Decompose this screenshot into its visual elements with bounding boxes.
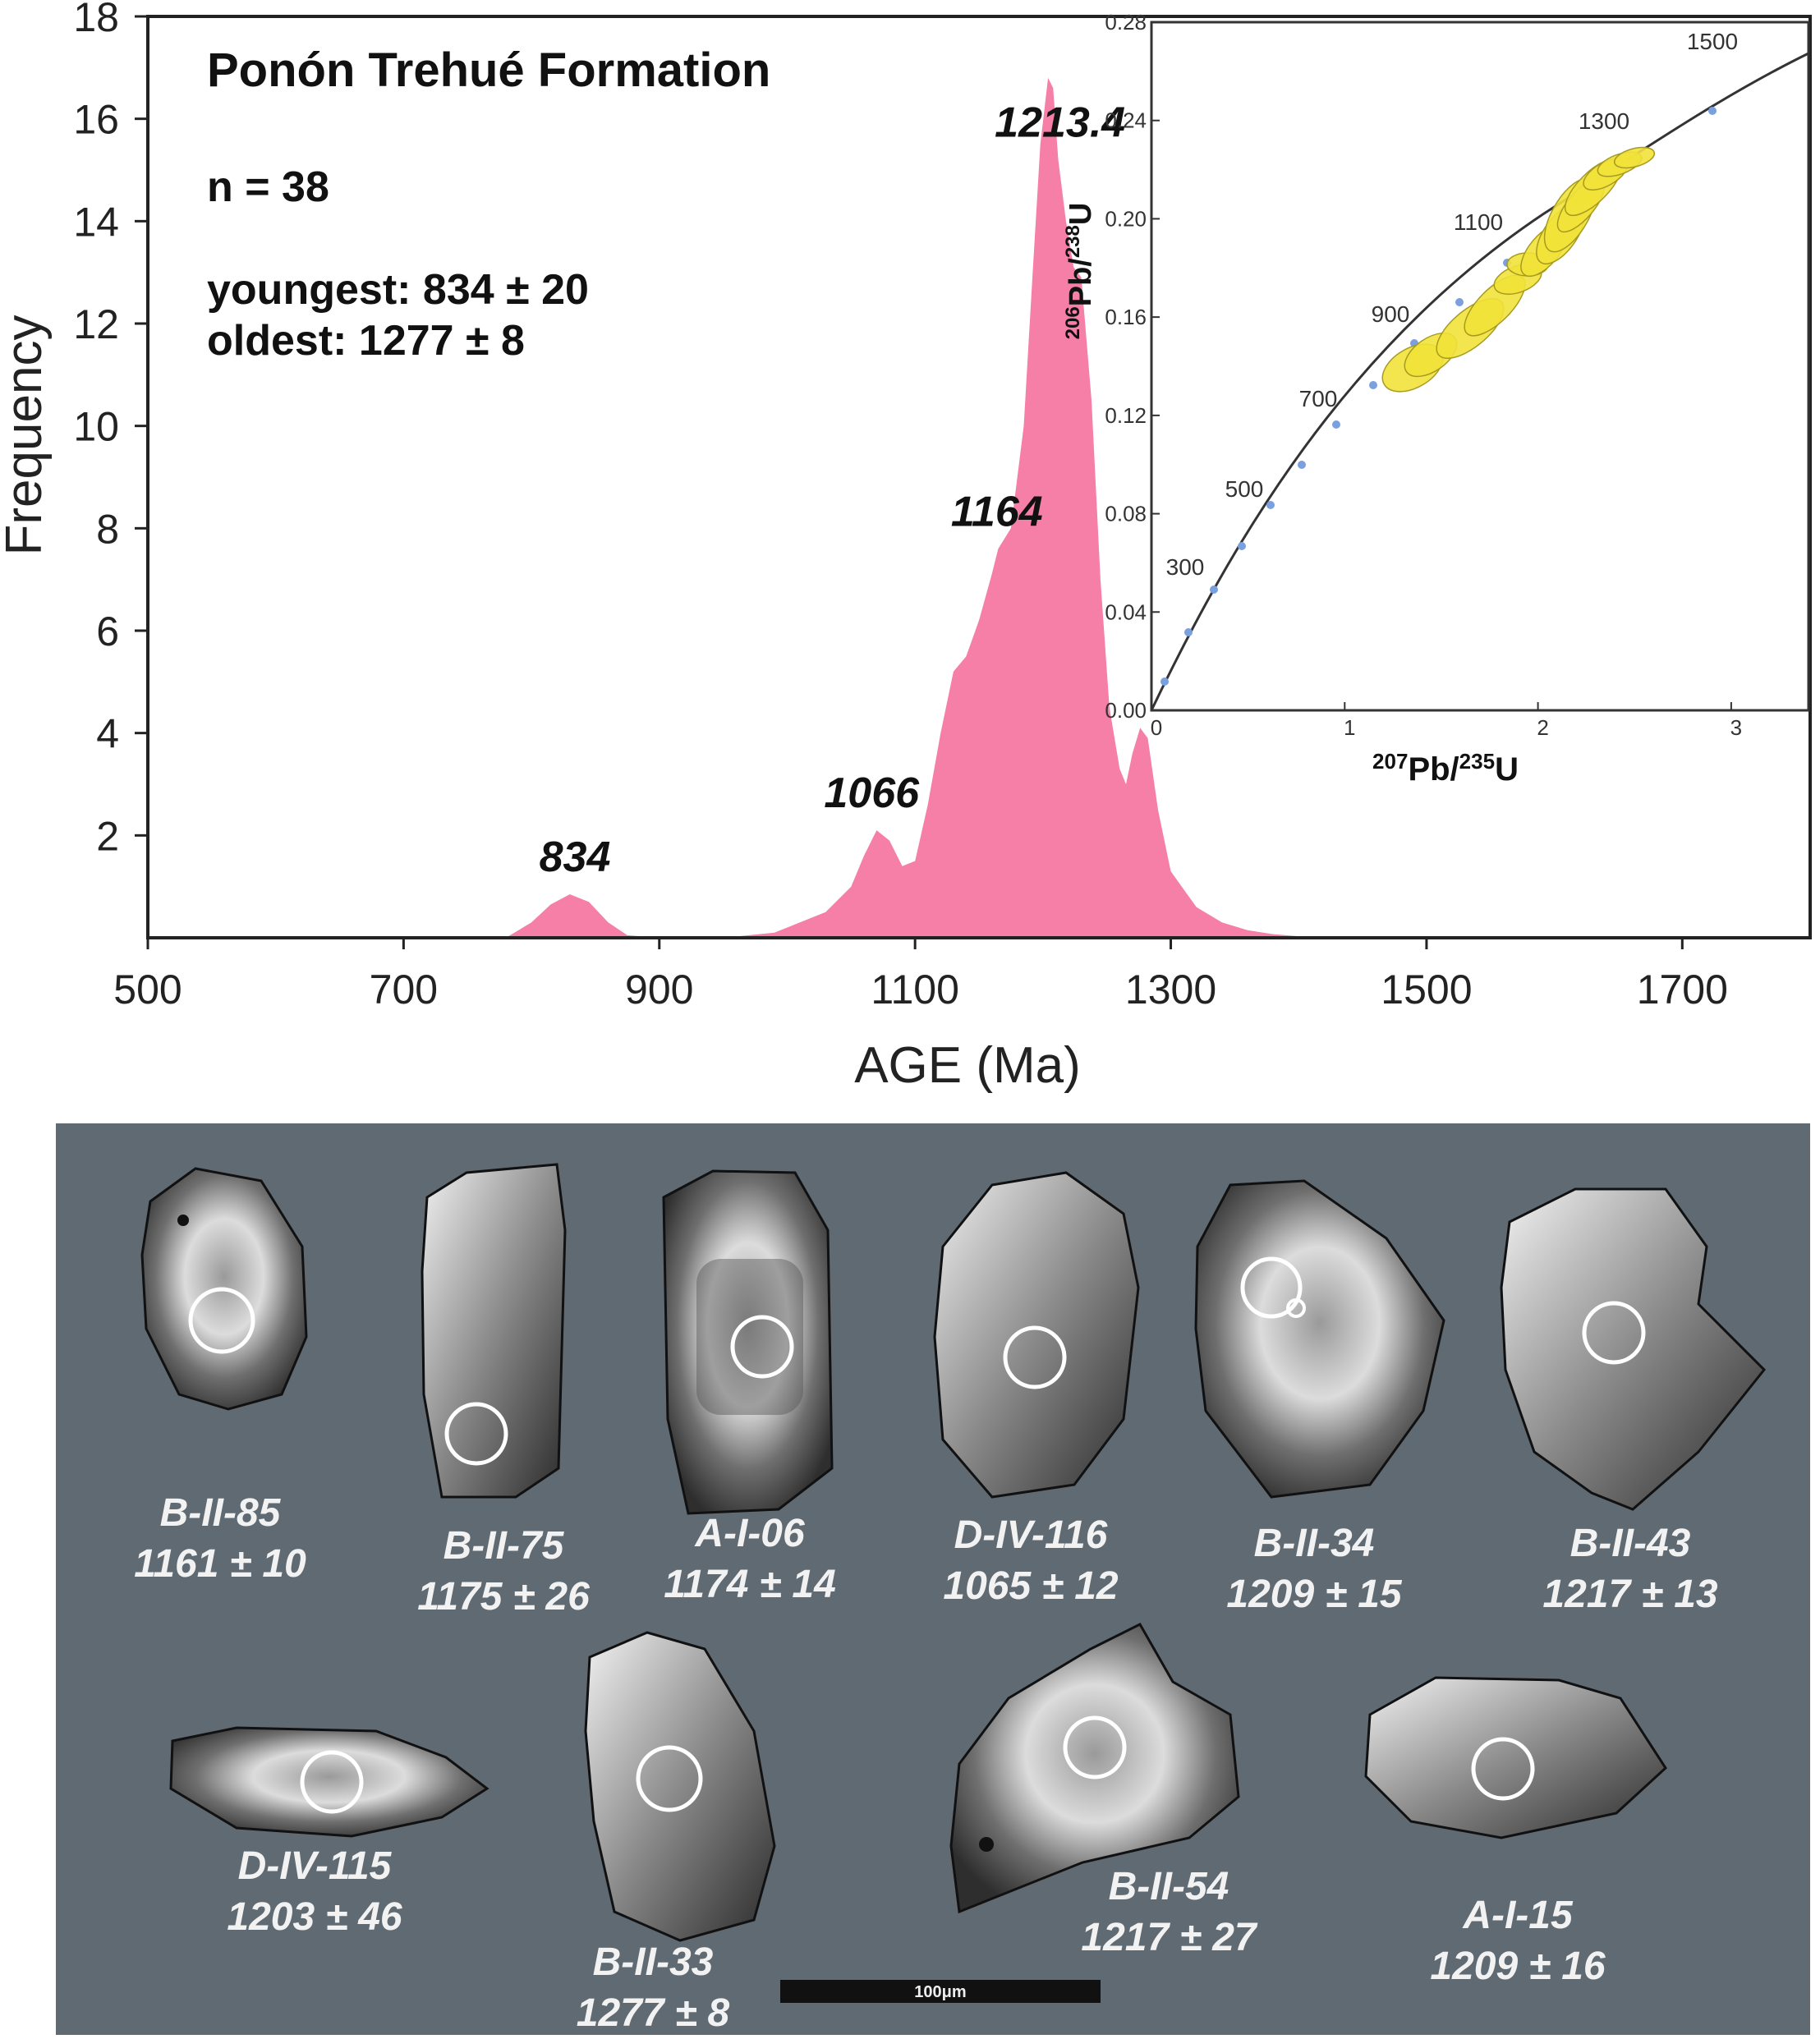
grain-label-id: B-II-34 [1254,1522,1375,1565]
y-axis-title: Frequency [0,315,53,556]
peak-label: 1164 [951,488,1043,535]
inset-y-axis-title: 206Pb/238U [1062,203,1098,340]
y-tick-label: 14 [73,199,119,245]
inset-y-tick-label: 0.12 [1105,403,1147,428]
grain-label-age: 1203 ± 46 [227,1895,402,1939]
inset-x-ticks: 0 1 2 3 [1151,702,1742,740]
grain-label-id: B-II-43 [1570,1522,1691,1565]
x-tick-label: 1500 [1381,967,1472,1013]
density-area [505,77,1376,938]
annotation-youngest: youngest: 834 ± 20 [207,266,589,314]
concordia-age-labels: 300 500 700 900 1100 1300 1500 [1166,29,1739,580]
y-tick-label: 4 [96,711,119,757]
zircon-grain-A-I-06 [662,1169,834,1515]
grain-label-age: 1217 ± 13 [1542,1573,1717,1616]
zircon-grain-B-II-75 [421,1163,567,1499]
inset-y-tick-label: 0.28 [1105,10,1147,34]
y-tick-label: 18 [73,0,119,40]
x-axis-ticks: 500 700 900 1100 1300 1500 1700 [113,938,1728,1013]
concordia-curve [1150,52,1809,711]
grain-label-id: D-IV-115 [238,1844,393,1888]
zircon-grain-B-II-54 [949,1623,1240,1914]
concordia-age-label: 1300 [1579,108,1629,134]
scale-bar-label: 100μm [914,1983,966,2001]
inset-y-ticks: 0.00 0.04 0.08 0.12 0.16 0.20 0.24 0.28 [1105,10,1160,723]
grain-label-age: 1209 ± 16 [1430,1945,1605,1988]
x-tick-label: 900 [625,967,693,1013]
inset-plot-frame [1150,21,1810,712]
y-tick-label: 8 [96,506,119,552]
inset-x-tick-label: 3 [1730,715,1742,740]
grain-label-id: A-I-15 [1462,1894,1574,1937]
zircon-grain-B-II-34 [1194,1179,1445,1499]
grain-label-id: B-II-54 [1109,1865,1229,1908]
x-tick-label: 1300 [1125,967,1216,1013]
grain-label-id: B-II-85 [160,1491,282,1535]
grain-label-age: 1209 ± 15 [1226,1573,1402,1616]
chart-title: Ponón Trehué Formation [207,44,770,97]
zircon-grain-B-II-85 [140,1167,308,1411]
y-tick-label: 16 [73,97,119,143]
grain-label-id: B-II-75 [444,1524,565,1568]
peak-label: 1066 [824,769,920,817]
x-tick-label: 1100 [871,967,959,1013]
inset-x-axis-title: 207Pb/235U [1372,749,1519,788]
concordia-inset: 0.00 0.04 0.08 0.12 0.16 0.20 0.24 0.28 0 1 2 3 [1062,10,1810,788]
concordia-age-label: 700 [1299,386,1338,411]
inset-y-tick-label: 0.24 [1105,108,1147,133]
peak-labels: 834 1066 1164 1213.4 [540,99,1126,881]
zircon-panel-drawing: 100μm B-II-85 1161 ± 10 B-II-75 1175 ± 2… [134,1163,1767,2035]
grain-label-age: 1065 ± 12 [943,1564,1118,1608]
zircon-cl-image-panel: 100μm B-II-85 1161 ± 10 B-II-75 1175 ± 2… [56,1123,1810,2035]
inset-x-tick-label: 1 [1344,715,1355,740]
inset-x-tick-label: 2 [1537,715,1548,740]
plot-frame [146,15,1812,939]
annotation-oldest: oldest: 1277 ± 8 [207,317,525,365]
inset-y-tick-label: 0.00 [1105,698,1147,723]
concordia-age-label: 900 [1372,301,1410,327]
zircon-grain-A-I-15 [1364,1676,1667,1839]
peak-label: 1213.4 [995,99,1125,147]
error-ellipses [1381,146,1656,393]
grain-label-age: 1217 ± 27 [1081,1916,1257,1959]
peak-label: 834 [540,834,611,881]
concordia-age-label: 1500 [1687,29,1738,54]
zircon-grain-D-IV-115 [169,1726,489,1838]
grain-label-id: A-I-06 [694,1512,805,1555]
grain-label-age: 1161 ± 10 [134,1542,306,1586]
x-tick-label: 500 [113,967,182,1013]
inset-y-tick-label: 0.20 [1105,206,1147,231]
zircon-grain-B-II-43 [1500,1187,1767,1511]
scale-bar [780,1980,1101,2003]
concordia-age-label: 300 [1166,554,1205,580]
y-tick-label: 10 [73,404,119,450]
y-tick-label: 2 [96,813,119,859]
x-tick-label: 1700 [1637,967,1728,1013]
density-area-fill [505,77,1376,938]
grain-label-id: B-II-33 [593,1940,714,1984]
grain-labels: B-II-85 1161 ± 10 B-II-75 1175 ± 26 A-I-… [134,1491,1718,2035]
inset-y-tick-label: 0.08 [1105,502,1147,526]
x-axis-title: AGE (Ma) [854,1037,1081,1094]
grain-label-age: 1277 ± 8 [577,1991,730,2035]
y-tick-label: 12 [73,301,119,347]
y-axis-ticks: 2 4 6 8 10 12 14 16 18 [73,0,148,859]
grain-label-id: D-IV-116 [954,1513,1108,1557]
y-tick-label: 6 [96,608,119,654]
grain-label-age: 1174 ± 14 [664,1563,836,1606]
zircon-grain-B-II-33 [584,1631,776,1942]
zircon-grain-D-IV-116 [933,1171,1140,1499]
annotation-n: n = 38 [207,163,329,211]
concordia-age-label: 500 [1225,476,1264,502]
inset-x-tick-label: 0 [1151,715,1162,740]
concordia-age-label: 1100 [1454,209,1503,235]
inset-y-tick-label: 0.04 [1105,599,1147,624]
x-tick-label: 700 [370,967,438,1013]
grain-label-age: 1175 ± 26 [417,1575,590,1619]
inset-y-tick-label: 0.16 [1105,305,1147,329]
